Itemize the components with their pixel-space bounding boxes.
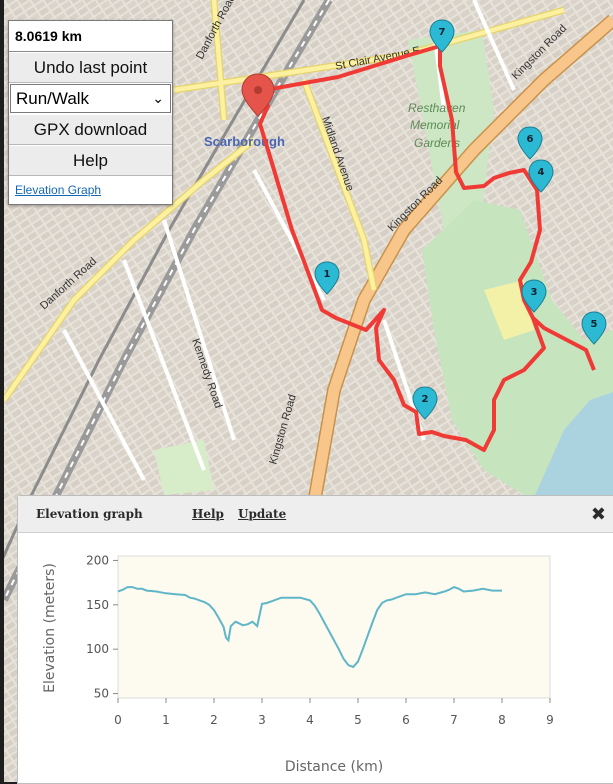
route-marker-3-icon[interactable]: 3 [521,279,547,313]
elevation-update-link[interactable]: Update [238,507,287,521]
lake [524,392,613,520]
x-tick-label: 9 [546,713,554,727]
cemetery-area [408,30,494,250]
y-axis-label: Elevation (meters) [42,563,58,693]
chevron-down-icon: ⌄ [152,90,164,106]
activity-mode-select[interactable]: Run/Walk ⌄ [10,84,171,113]
x-axis-label: Distance (km) [285,759,383,775]
x-tick-label: 2 [210,713,218,727]
y-tick-label: 100 [86,642,109,656]
route-marker-label: 3 [531,287,538,298]
label-resthaven-3: Gardens [414,136,460,150]
help-button[interactable]: Help [9,145,172,176]
close-icon[interactable]: ✖ [590,504,606,525]
route-marker-4-icon[interactable]: 4 [528,159,554,193]
elevation-chart: 50 100 150 200 0 1 2 3 4 5 6 7 8 9 Distance (km) Elev… [42,553,554,775]
label-resthaven-1: Resthaven [408,101,466,115]
y-tick-label: 150 [86,598,109,612]
x-tick-label: 4 [306,713,314,727]
y-tick-label: 200 [86,553,109,567]
route-marker-label: 4 [538,167,545,178]
elevation-help-link[interactable]: Help [192,507,224,521]
undo-last-point-button[interactable]: Undo last point [9,52,172,83]
x-tick-label: 5 [354,713,362,727]
activity-mode-value: Run/Walk [16,89,90,108]
route-marker-label: 2 [422,394,429,405]
x-tick-label: 7 [450,713,458,727]
label-scarborough: Scarborough [204,134,285,149]
route-marker-2-icon[interactable]: 2 [412,386,438,420]
x-tick-label: 0 [114,713,122,727]
route-marker-7-icon[interactable]: 7 [429,19,455,53]
elevation-graph-link[interactable]: Elevation Graph [15,183,102,197]
x-tick-label: 3 [258,713,266,727]
route-marker-label: 7 [439,27,446,38]
route-marker-6-icon[interactable]: 6 [517,126,543,160]
route-marker-label: 5 [591,319,598,330]
elevation-popup-header[interactable]: Elevation graph Help Update ✖ [18,496,613,533]
gpx-download-button[interactable]: GPX download [9,114,172,145]
elevation-line [117,586,502,669]
route-marker-label: 1 [324,269,331,280]
start-marker-icon[interactable] [241,73,275,117]
route-marker-label: 6 [527,134,534,145]
label-resthaven-2: Memorial [410,118,460,132]
distance-readout: 8.0619 km [9,21,172,52]
route-control-panel: 8.0619 km Undo last point Run/Walk ⌄ GPX… [8,20,173,205]
elevation-popup-title: Elevation graph [36,507,143,521]
x-tick-label: 8 [498,713,506,727]
route-marker-5-icon[interactable]: 5 [581,311,607,345]
plot-area [117,555,551,699]
elevation-popup: Elevation graph Help Update ✖ 50 100 150 20… [17,495,613,784]
route-marker-1-icon[interactable]: 1 [314,261,340,295]
route-line [252,44,596,452]
x-tick-label: 1 [162,713,170,727]
x-tick-label: 6 [402,713,410,727]
y-tick-label: 50 [94,687,109,701]
